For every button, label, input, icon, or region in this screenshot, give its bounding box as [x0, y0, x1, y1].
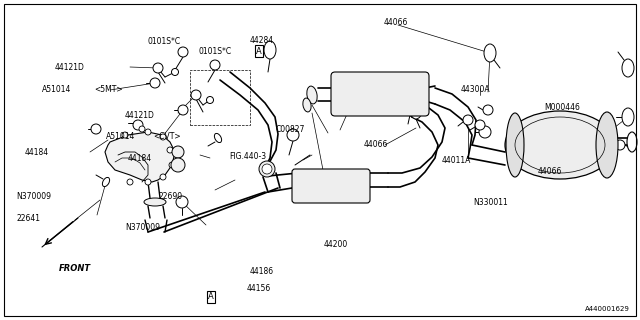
Text: <5MT>: <5MT> — [95, 85, 124, 94]
FancyBboxPatch shape — [292, 169, 370, 203]
Ellipse shape — [264, 41, 276, 59]
Text: C00827: C00827 — [275, 125, 305, 134]
Text: 22690: 22690 — [159, 192, 183, 201]
Text: 44011A: 44011A — [442, 156, 471, 164]
Text: A51014: A51014 — [42, 85, 71, 94]
Text: 44184: 44184 — [128, 154, 152, 163]
Ellipse shape — [307, 86, 317, 104]
Ellipse shape — [596, 112, 618, 178]
Text: FIG.440-3: FIG.440-3 — [229, 152, 266, 161]
Text: 44066: 44066 — [538, 167, 562, 176]
Circle shape — [133, 120, 143, 130]
Ellipse shape — [622, 59, 634, 77]
Text: N370009: N370009 — [16, 192, 51, 201]
Text: 44186: 44186 — [250, 267, 274, 276]
Text: M000446: M000446 — [544, 103, 580, 112]
Text: N370009: N370009 — [125, 223, 160, 232]
Circle shape — [262, 164, 272, 174]
Circle shape — [171, 158, 185, 172]
Text: 44200: 44200 — [323, 240, 348, 249]
Text: N330011: N330011 — [474, 198, 508, 207]
Ellipse shape — [102, 177, 109, 187]
Ellipse shape — [144, 198, 166, 206]
Circle shape — [122, 132, 128, 138]
Circle shape — [145, 129, 151, 135]
Circle shape — [127, 179, 133, 185]
Ellipse shape — [410, 101, 422, 119]
FancyBboxPatch shape — [331, 72, 429, 116]
Text: 44300A: 44300A — [461, 85, 490, 94]
Polygon shape — [105, 132, 175, 182]
Ellipse shape — [506, 113, 524, 177]
Ellipse shape — [303, 98, 311, 112]
Text: A440001629: A440001629 — [585, 306, 630, 312]
Ellipse shape — [505, 111, 615, 179]
Circle shape — [405, 105, 415, 115]
Circle shape — [259, 161, 275, 177]
Ellipse shape — [484, 44, 496, 62]
Circle shape — [463, 115, 473, 125]
Circle shape — [91, 124, 101, 134]
Circle shape — [475, 120, 485, 130]
Circle shape — [172, 68, 179, 76]
Circle shape — [178, 47, 188, 57]
Text: 44066: 44066 — [364, 140, 388, 149]
Circle shape — [287, 129, 299, 141]
Circle shape — [150, 78, 160, 88]
Circle shape — [169, 162, 175, 168]
Circle shape — [191, 90, 201, 100]
Circle shape — [160, 174, 166, 180]
Circle shape — [172, 146, 184, 158]
Bar — [190, 70, 250, 125]
Circle shape — [210, 60, 220, 70]
Circle shape — [178, 105, 188, 115]
Text: 0101S*C: 0101S*C — [198, 47, 232, 56]
Text: 44066: 44066 — [384, 18, 408, 27]
Text: A51014: A51014 — [106, 132, 135, 141]
Text: 0101S*C: 0101S*C — [147, 37, 180, 46]
Circle shape — [139, 126, 145, 132]
Text: FRONT: FRONT — [59, 264, 91, 273]
Circle shape — [160, 134, 166, 140]
Circle shape — [145, 179, 151, 185]
Ellipse shape — [214, 133, 221, 143]
Text: A: A — [257, 47, 262, 56]
Text: 44184: 44184 — [24, 148, 49, 157]
Circle shape — [167, 147, 173, 153]
Circle shape — [207, 97, 214, 103]
Circle shape — [479, 126, 491, 138]
Text: 44121D: 44121D — [54, 63, 84, 72]
Text: <CVT>: <CVT> — [154, 132, 181, 141]
Text: 44121D: 44121D — [125, 111, 155, 120]
Circle shape — [483, 105, 493, 115]
Circle shape — [176, 196, 188, 208]
Circle shape — [153, 63, 163, 73]
Text: 44156: 44156 — [246, 284, 271, 293]
Text: 22641: 22641 — [16, 214, 40, 223]
Ellipse shape — [622, 108, 634, 126]
Text: A: A — [209, 292, 214, 301]
Text: 44284: 44284 — [250, 36, 274, 44]
Ellipse shape — [627, 132, 637, 152]
Circle shape — [615, 140, 625, 150]
